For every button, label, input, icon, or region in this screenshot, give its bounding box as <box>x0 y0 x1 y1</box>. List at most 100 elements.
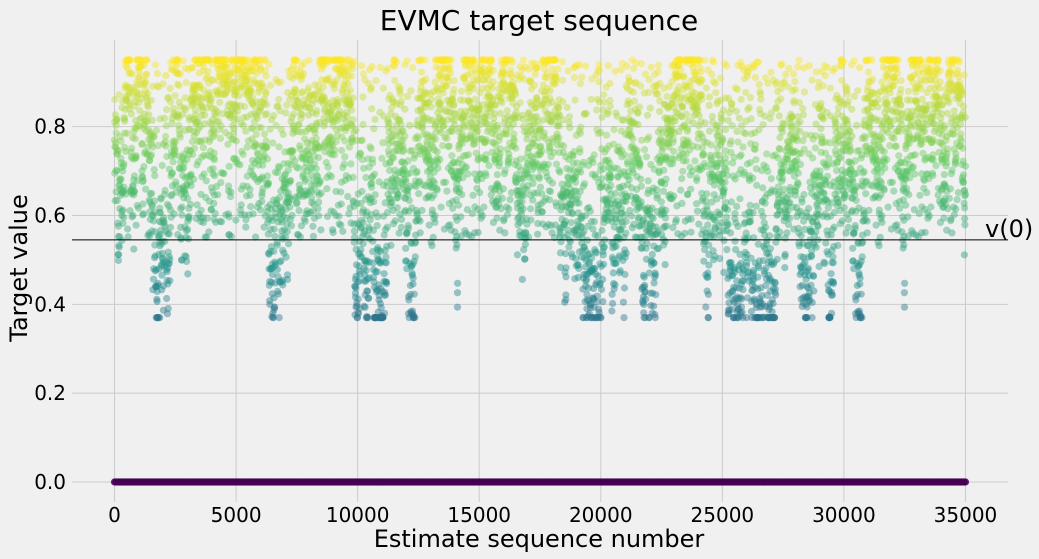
scatter-point <box>151 228 159 236</box>
scatter-point <box>147 151 156 159</box>
scatter-point <box>162 266 170 274</box>
scatter-point <box>519 56 528 64</box>
scatter-point <box>633 146 641 155</box>
scatter-point <box>858 314 866 322</box>
scatter-point <box>534 230 542 238</box>
scatter-point <box>533 94 541 102</box>
scatter-point <box>162 72 170 80</box>
scatter-point <box>190 82 198 90</box>
scatter-point <box>124 56 132 64</box>
scatter-point <box>129 188 137 196</box>
scatter-point <box>210 156 218 164</box>
scatter-point <box>210 199 218 207</box>
scatter-point <box>195 56 203 64</box>
scatter-point <box>563 103 571 112</box>
scatter-point <box>137 61 146 69</box>
scatter-point <box>808 76 816 84</box>
scatter-point <box>600 260 608 268</box>
scatter-point <box>184 270 192 278</box>
scatter-point <box>821 259 829 268</box>
scatter-point <box>450 85 458 93</box>
scatter-point <box>111 118 119 126</box>
scatter-point <box>838 217 846 225</box>
scatter-point <box>173 56 181 64</box>
scatter-point <box>204 73 212 81</box>
scatter-point <box>662 206 670 214</box>
scatter-point <box>844 120 852 128</box>
scatter-point <box>113 150 121 158</box>
scatter-point <box>132 124 140 132</box>
scatter-point <box>387 241 395 249</box>
scatter-point <box>212 182 221 191</box>
scatter-point <box>213 108 221 116</box>
scatter-point <box>368 105 376 113</box>
scatter-point <box>808 298 816 307</box>
scatter-point <box>159 282 168 290</box>
scatter-point <box>637 198 645 206</box>
scatter-point <box>166 84 174 92</box>
scatter-point <box>680 72 688 80</box>
scatter-point <box>161 186 169 195</box>
scatter-point <box>154 141 162 150</box>
scatter-point <box>777 95 785 103</box>
scatter-point <box>794 169 802 177</box>
scatter-point <box>174 231 182 239</box>
scatter-point <box>335 212 343 220</box>
scatter-point <box>150 197 158 205</box>
scatter-point <box>185 126 193 134</box>
scatter-point <box>130 172 138 180</box>
scatter-point <box>323 185 331 193</box>
scatter-point <box>503 130 511 138</box>
scatter-point <box>175 114 183 122</box>
scatter-point <box>146 232 154 240</box>
scatter-point <box>864 68 873 76</box>
scatter-point <box>135 99 143 107</box>
scatter-point <box>765 232 774 240</box>
scatter-point <box>349 173 357 181</box>
scatter-point <box>136 58 144 66</box>
scatter-point <box>133 78 141 87</box>
scatter-point <box>373 222 381 230</box>
scatter-point <box>216 85 224 93</box>
scatter-point <box>124 233 132 241</box>
scatter-point <box>148 201 156 209</box>
scatter-point <box>175 126 183 134</box>
scatter-point <box>718 116 726 124</box>
scatter-point <box>448 152 456 160</box>
scatter-point <box>559 98 567 106</box>
scatter-point <box>204 151 212 159</box>
scatter-point <box>204 67 212 75</box>
scatter-point <box>400 146 408 154</box>
scatter-point <box>115 182 123 190</box>
scatter-point <box>211 209 219 217</box>
scatter-point <box>156 204 164 212</box>
scatter-point <box>172 178 180 186</box>
scatter-point <box>421 56 429 64</box>
scatter-point <box>264 180 272 188</box>
scatter-point <box>196 137 204 145</box>
scatter-point <box>175 81 183 90</box>
scatter-point <box>180 104 188 112</box>
scatter-point <box>759 121 767 129</box>
scatter-point <box>178 211 186 219</box>
scatter-point <box>830 223 838 231</box>
scatter-point <box>391 217 399 225</box>
scatter-point <box>751 141 760 149</box>
scatter-point <box>153 287 161 295</box>
scatter-point <box>607 173 615 181</box>
scatter-point <box>308 194 316 202</box>
scatter-point <box>654 90 662 98</box>
scatter-point <box>162 227 170 235</box>
scatter-point <box>170 147 179 155</box>
scatter-point <box>649 214 657 222</box>
scatter-point <box>565 113 574 121</box>
scatter-point <box>599 275 607 283</box>
scatter-point <box>682 157 690 165</box>
scatter-point <box>220 56 228 64</box>
scatter-point <box>586 207 594 215</box>
scatter-point <box>120 213 128 221</box>
scatter-point <box>707 141 715 149</box>
scatter-point <box>161 223 169 231</box>
scatter-point <box>826 84 834 92</box>
scatter-point <box>140 79 149 87</box>
